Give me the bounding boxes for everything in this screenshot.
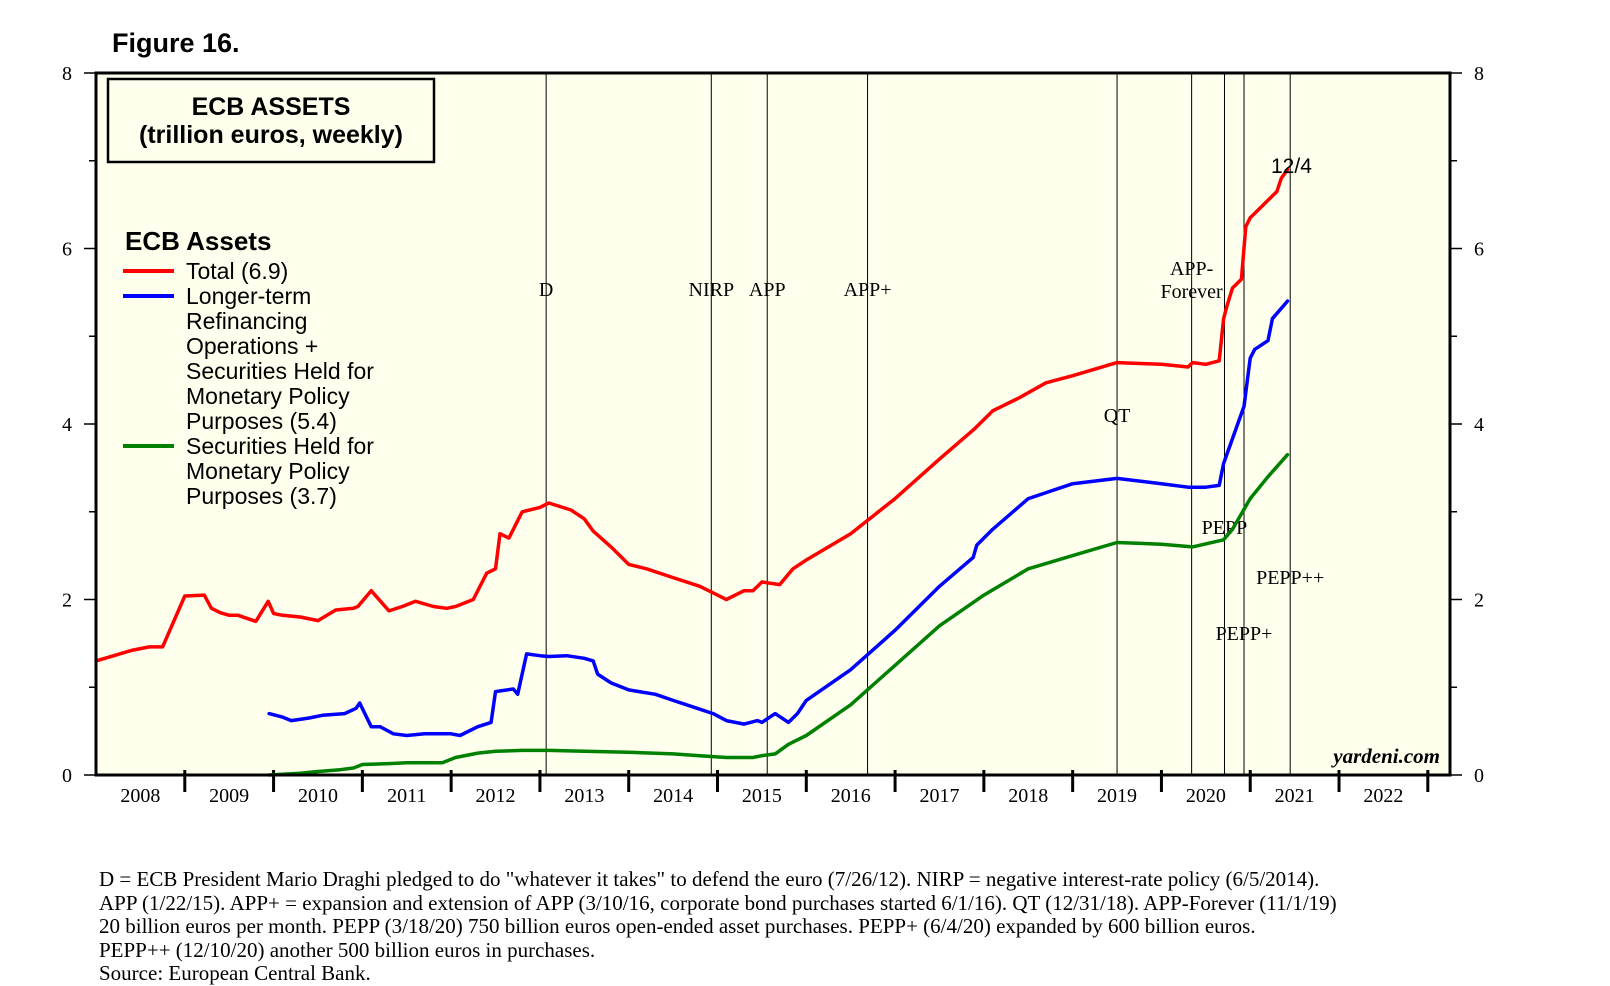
legend-label-ltro: Refinancing: [186, 308, 307, 334]
x-tick-label: 2009: [209, 785, 249, 807]
x-tick-label: 2012: [476, 785, 516, 807]
footnote-line: Source: European Central Bank.: [99, 961, 371, 985]
event-label: PEPP+: [1216, 623, 1273, 645]
legend-label-ltro: Purposes (5.4): [186, 408, 337, 434]
event-label: APP-: [1170, 258, 1213, 280]
footnote-line: PEPP++ (12/10/20) another 500 billion eu…: [99, 937, 596, 962]
x-tick-label: 2016: [831, 785, 871, 807]
y-tick-label-left: 6: [62, 239, 72, 261]
x-tick-label: 2018: [1008, 785, 1048, 807]
x-tick-label: 2013: [564, 785, 604, 807]
x-tick-label: 2019: [1097, 785, 1137, 807]
event-label: APP: [749, 279, 786, 301]
footnote-line: 20 billion euros per month. PEPP (3/18/2…: [99, 914, 1256, 938]
event-label: PEPP: [1202, 517, 1248, 539]
legend-label-total: Total (6.9): [186, 258, 288, 284]
event-label: QT: [1104, 405, 1131, 427]
y-tick-label-left: 4: [62, 414, 72, 436]
chart-subtitle: (trillion euros, weekly): [139, 121, 403, 149]
x-tick-label: 2010: [298, 785, 338, 807]
series-line-total: [94, 167, 1290, 663]
x-tick-label: 2008: [120, 785, 160, 807]
plot-frame: [94, 71, 1452, 777]
footnote-line: APP (1/22/15). APP+ = expansion and exte…: [99, 890, 1337, 915]
event-label: PEPP++: [1256, 567, 1324, 589]
legend-label-securities: Securities Held for: [186, 433, 374, 459]
figure-label: Figure 16.: [112, 28, 240, 58]
x-tick-label: 2022: [1363, 785, 1403, 807]
title-box: [106, 77, 436, 164]
series-line-securities: [267, 452, 1290, 777]
y-tick-label-right: 6: [1474, 239, 1484, 261]
y-tick-label-left: 0: [62, 765, 72, 787]
legend-label-ltro: Monetary Policy: [186, 383, 350, 409]
event-label: APP+: [844, 279, 892, 301]
y-tick-label-right: 2: [1474, 590, 1484, 612]
x-tick-label: 2020: [1186, 785, 1226, 807]
y-tick-label-right: 8: [1474, 63, 1484, 85]
x-tick-label: 2014: [653, 785, 693, 807]
ecb-assets-chart: 0 0 2 2 4 4 6 6 8 8 2008 2009 2010 2011 2012 2013 2014 20…: [62, 63, 1484, 807]
event-label: D: [539, 279, 553, 301]
chart-title: ECB ASSETS: [192, 93, 351, 121]
legend-label-securities: Purposes (3.7): [186, 483, 337, 509]
x-tick-label: 2011: [387, 785, 426, 807]
event-label: Forever: [1161, 281, 1224, 303]
y-tick-label-left: 8: [62, 63, 72, 85]
footnote-line: D = ECB President Mario Draghi pledged t…: [99, 867, 1320, 891]
x-tick-label: 2021: [1275, 785, 1315, 807]
x-tick-label: 2017: [919, 785, 959, 807]
legend-label-ltro: Securities Held for: [186, 358, 374, 384]
legend-label-ltro: Longer-term: [186, 283, 311, 309]
y-tick-label-right: 0: [1474, 765, 1484, 787]
end-label: 12/4: [1271, 155, 1312, 178]
watermark: yardeni.com: [1330, 744, 1440, 768]
series-line-ltro: [267, 299, 1290, 738]
x-tick-label: 2015: [742, 785, 782, 807]
event-label: NIRP: [689, 279, 735, 301]
y-tick-label-right: 4: [1474, 414, 1484, 436]
y-tick-label-left: 2: [62, 590, 72, 612]
legend-label-ltro: Operations +: [186, 333, 318, 359]
legend-label-securities: Monetary Policy: [186, 458, 350, 484]
footnote: D = ECB President Mario Draghi pledged t…: [99, 867, 1579, 986]
legend-title: ECB Assets: [125, 226, 271, 256]
